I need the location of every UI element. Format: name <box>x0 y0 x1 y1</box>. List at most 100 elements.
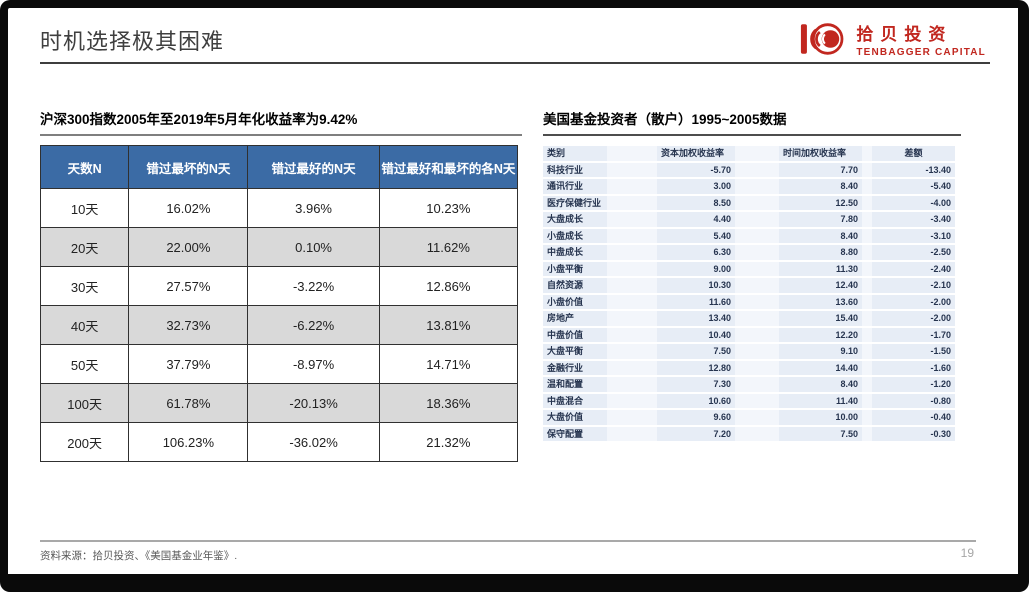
spacer-cell <box>862 426 872 441</box>
column-header: 错过最好和最坏的各N天 <box>378 145 519 189</box>
table-row: 通讯行业 3.00 8.40 -5.40 <box>543 179 955 194</box>
spacer-cell <box>607 393 657 408</box>
table-cell: 18.36% <box>378 383 519 423</box>
value-cell: -2.00 <box>872 294 955 309</box>
value-cell: -2.10 <box>872 278 955 293</box>
value-cell: 9.00 <box>657 261 735 276</box>
value-cell: -4.00 <box>872 195 955 210</box>
spacer-cell <box>607 245 657 260</box>
category-cell: 通讯行业 <box>543 179 607 194</box>
logo-text: 拾贝投资 TENBAGGER CAPITAL <box>856 20 986 58</box>
right-table-title: 美国基金投资者（散户）1995~2005数据 <box>543 112 787 127</box>
category-cell: 房地产 <box>543 311 607 326</box>
value-cell: 7.80 <box>779 212 862 227</box>
spacer-cell <box>862 162 872 177</box>
page-title: 时机选择极其困难 <box>40 29 225 54</box>
spacer-cell <box>735 261 779 276</box>
table-row: 保守配置 7.20 7.50 -0.30 <box>543 426 955 441</box>
table-cell: 21.32% <box>378 422 519 462</box>
spacer-cell <box>862 261 872 276</box>
value-cell: 12.40 <box>779 278 862 293</box>
spacer-cell <box>607 228 657 243</box>
value-cell: 10.00 <box>779 410 862 425</box>
spacer-cell <box>735 212 779 227</box>
table-cell: 11.62% <box>378 227 519 267</box>
table-row: 金融行业 12.80 14.40 -1.60 <box>543 360 955 375</box>
value-cell: -3.40 <box>872 212 955 227</box>
value-cell: 13.60 <box>779 294 862 309</box>
spacer-cell <box>607 146 657 161</box>
table-cell: -36.02% <box>247 422 380 462</box>
spacer-cell <box>735 344 779 359</box>
table-cell: 30天 <box>39 266 130 306</box>
value-cell: 11.40 <box>779 393 862 408</box>
spacer-cell <box>735 179 779 194</box>
category-cell: 大盘价值 <box>543 410 607 425</box>
value-cell: 8.50 <box>657 195 735 210</box>
spacer-cell <box>735 410 779 425</box>
table-cell: 106.23% <box>128 422 249 462</box>
spacer-cell <box>607 195 657 210</box>
table-cell: 22.00% <box>128 227 249 267</box>
table-cell: 100天 <box>39 383 130 423</box>
table-row: 200天 106.23% -36.02% 21.32% <box>39 422 519 462</box>
table-cell: 61.78% <box>128 383 249 423</box>
spacer-cell <box>862 195 872 210</box>
spacer-cell <box>607 426 657 441</box>
right-title-underline <box>543 134 961 136</box>
value-cell: 8.40 <box>779 179 862 194</box>
table-cell: 200天 <box>39 422 130 462</box>
company-logo: 拾贝投资 TENBAGGER CAPITAL <box>800 18 986 60</box>
title-underline <box>40 62 990 64</box>
table-cell: 13.81% <box>378 305 519 345</box>
spacer-cell <box>862 410 872 425</box>
table-row: 温和配置 7.30 8.40 -1.20 <box>543 377 955 392</box>
spacer-cell <box>607 344 657 359</box>
spacer-cell <box>735 327 779 342</box>
table-cell: -3.22% <box>247 266 380 306</box>
category-cell: 保守配置 <box>543 426 607 441</box>
column-header: 错过最坏的N天 <box>128 145 249 189</box>
value-cell: -13.40 <box>872 162 955 177</box>
table-row: 中盘价值 10.40 12.20 -1.70 <box>543 327 955 342</box>
table-row: 自然资源 10.30 12.40 -2.10 <box>543 278 955 293</box>
spacer-cell <box>735 195 779 210</box>
table-row: 20天 22.00% 0.10% 11.62% <box>39 227 519 267</box>
column-header: 资本加权收益率 <box>657 146 735 161</box>
value-cell: -1.60 <box>872 360 955 375</box>
category-cell: 中盘成长 <box>543 245 607 260</box>
spacer-cell <box>862 344 872 359</box>
source-note: 资料来源：拾贝投资、《美国基金业年鉴》. <box>40 550 238 562</box>
spacer-cell <box>862 311 872 326</box>
spacer-cell <box>862 393 872 408</box>
spacer-cell <box>735 294 779 309</box>
table-cell: 10.23% <box>378 188 519 228</box>
spacer-cell <box>607 360 657 375</box>
category-cell: 自然资源 <box>543 278 607 293</box>
spacer-cell <box>735 228 779 243</box>
spacer-cell <box>862 360 872 375</box>
category-cell: 中盘混合 <box>543 393 607 408</box>
category-cell: 科技行业 <box>543 162 607 177</box>
table-cell: 50天 <box>39 344 130 384</box>
value-cell: 6.30 <box>657 245 735 260</box>
left-section: 沪深300指数2005年至2019年5月年化收益率为9.42% 天数N 错过最坏的… <box>39 108 522 462</box>
hs300-header-row: 天数N 错过最坏的N天 错过最好的N天 错过最好和最坏的各N天 <box>39 145 519 189</box>
left-title-underline <box>40 134 522 136</box>
value-cell: 8.40 <box>779 228 862 243</box>
table-cell: 27.57% <box>128 266 249 306</box>
table-cell: 10天 <box>39 188 130 228</box>
value-cell: -2.40 <box>872 261 955 276</box>
table-row: 100天 61.78% -20.13% 18.36% <box>39 383 519 423</box>
spacer-cell <box>862 245 872 260</box>
category-cell: 小盘价值 <box>543 294 607 309</box>
left-table-title: 沪深300指数2005年至2019年5月年化收益率为9.42% <box>40 112 358 127</box>
spacer-cell <box>862 294 872 309</box>
value-cell: -3.10 <box>872 228 955 243</box>
table-cell: -20.13% <box>247 383 380 423</box>
column-header: 时间加权收益率 <box>779 146 862 161</box>
spacer-cell <box>607 327 657 342</box>
us-header-row: 类别 资本加权收益率 时间加权收益率 差额 <box>543 146 955 161</box>
spacer-cell <box>735 426 779 441</box>
logo-en-text: TENBAGGER CAPITAL <box>856 47 986 58</box>
